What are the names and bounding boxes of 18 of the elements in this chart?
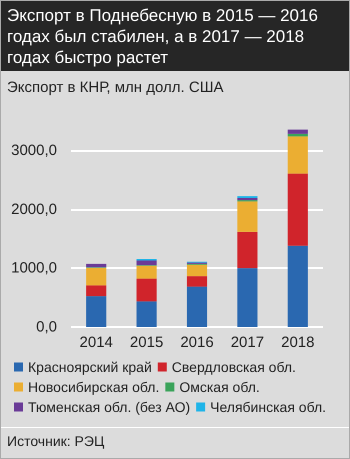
legend-label: Свердловская обл. [172, 359, 296, 375]
x-tick-label: 2014 [80, 334, 113, 351]
x-tick-label: 2016 [180, 334, 214, 351]
x-tick-label: 2017 [230, 334, 264, 351]
chart-title: Экспорт в Поднебесную в 2015 — 2016 годах был стабилен, а в 2017 — 2018 годах быстро растет [1, 1, 349, 71]
legend-label: Новосибирская обл. [28, 379, 160, 395]
legend-label: Челябинская обл. [210, 399, 326, 415]
y-tick-label: 1000,0 [11, 260, 57, 277]
text: Источник: РЭЦ [7, 433, 106, 449]
legend-label: Омская обл. [179, 379, 260, 395]
y-tick-label: 3000,0 [11, 142, 57, 160]
y-tick-label: 2000,0 [11, 200, 57, 218]
x-tick-label: 2018 [281, 334, 314, 351]
legend-label: Красноярский край [28, 359, 152, 375]
x-tick-label: 2015 [130, 334, 164, 351]
chart-subtitle: Экспорт в КНР, млн долл. США [6, 78, 224, 97]
legend-label: Тюменская обл. (без АО) [28, 399, 190, 415]
y-tick-label: 0,0 [36, 318, 57, 336]
